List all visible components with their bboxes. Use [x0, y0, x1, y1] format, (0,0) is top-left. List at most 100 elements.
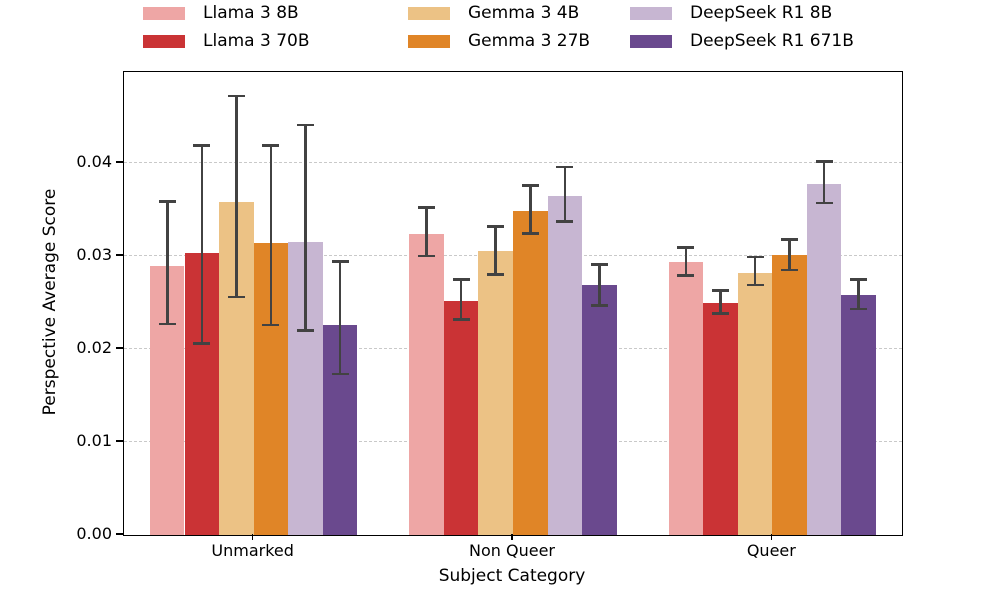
errorbar-llama-3-8b-non-queer-cap-top [418, 206, 436, 210]
y-tick-label-0.03: 0.03 [76, 245, 112, 265]
y-tick-mark-0.02 [116, 347, 123, 349]
errorbar-llama-3-70b-non-queer-cap-top [452, 278, 470, 281]
errorbar-gemma-3-27b-unmarked-cap-bottom [262, 323, 280, 327]
y-tick-label-0.02: 0.02 [76, 338, 112, 358]
x-axis-label: Subject Category [438, 566, 586, 586]
y-tick-mark-0.04 [116, 161, 123, 163]
legend-label-llama-3-70b: Llama 3 70B [203, 31, 310, 51]
x-tick-mark-queer [770, 534, 773, 540]
errorbar-llama-3-70b-non-queer-cap-bottom [452, 318, 470, 321]
legend-label-gemma-3-27b: Gemma 3 27B [468, 31, 591, 51]
errorbar-gemma-3-4b-unmarked-cap-bottom [227, 295, 245, 299]
errorbar-deepseek-r1-8b-queer-cap-bottom [815, 201, 833, 205]
x-tick-label-queer: Queer [746, 541, 796, 560]
bar-deepseek-r1-8b-queer [806, 183, 842, 535]
errorbar-llama-3-70b-queer [719, 290, 722, 314]
errorbar-deepseek-r1-8b-unmarked [304, 124, 307, 331]
errorbar-llama-3-70b-unmarked-cap-bottom [193, 342, 211, 345]
legend-item-llama-3-70b: Llama 3 70B [143, 31, 310, 51]
errorbar-deepseek-r1-8b-queer-cap-top [815, 159, 833, 163]
legend-item-llama-3-8b: Llama 3 8B [143, 3, 299, 23]
errorbar-gemma-3-4b-unmarked [235, 96, 238, 297]
errorbar-deepseek-r1-8b-queer [822, 161, 826, 204]
legend-item-gemma-3-4b: Gemma 3 4B [408, 3, 579, 23]
errorbar-llama-3-70b-queer-cap-top [711, 289, 729, 292]
x-tick-mark-non-queer [511, 534, 513, 540]
errorbar-deepseek-r1-671b-unmarked-cap-bottom [331, 372, 349, 376]
y-axis-label: Perspective Average Score [40, 188, 60, 416]
legend-item-gemma-3-27b: Gemma 3 27B [408, 31, 590, 51]
legend-swatch-gemma-3-27b [408, 34, 450, 48]
errorbar-llama-3-8b-queer-cap-bottom [677, 274, 695, 277]
errorbar-llama-3-8b-unmarked [165, 201, 169, 324]
errorbar-deepseek-r1-671b-non-queer-cap-bottom [590, 304, 608, 307]
errorbar-deepseek-r1-671b-queer-cap-top [850, 278, 868, 281]
errorbar-llama-3-8b-non-queer [425, 207, 428, 257]
errorbar-gemma-3-4b-queer-cap-bottom [746, 283, 764, 287]
bar-gemma-3-27b-non-queer [513, 211, 548, 535]
errorbar-deepseek-r1-671b-non-queer [598, 264, 601, 306]
legend-swatch-gemma-3-4b [408, 6, 450, 20]
errorbar-llama-3-8b-unmarked-cap-top [158, 199, 176, 203]
errorbar-llama-3-70b-queer-cap-bottom [711, 312, 729, 316]
errorbar-gemma-3-27b-non-queer-cap-bottom [521, 232, 539, 236]
legend-swatch-llama-3-70b [143, 34, 185, 48]
errorbar-gemma-3-27b-unmarked [269, 145, 273, 325]
errorbar-gemma-3-4b-unmarked-cap-top [227, 94, 245, 98]
errorbar-deepseek-r1-8b-non-queer [563, 166, 567, 222]
errorbar-llama-3-70b-unmarked [200, 145, 204, 344]
errorbar-deepseek-r1-671b-non-queer-cap-top [590, 263, 608, 266]
errorbar-deepseek-r1-671b-unmarked [338, 261, 342, 375]
errorbar-deepseek-r1-8b-non-queer-cap-top [556, 165, 574, 169]
legend-swatch-llama-3-8b [143, 6, 185, 20]
errorbar-llama-3-8b-queer-cap-top [677, 246, 695, 249]
y-tick-mark-0.00 [116, 533, 123, 535]
bar-deepseek-r1-671b-queer [841, 295, 877, 535]
bar-gemma-3-27b-queer [772, 255, 807, 535]
bar-llama-3-8b-queer [668, 261, 704, 535]
errorbar-llama-3-8b-queer [684, 247, 688, 276]
errorbar-gemma-3-27b-queer [788, 239, 791, 271]
bar-gemma-3-4b-queer [737, 272, 773, 535]
errorbar-gemma-3-27b-queer-cap-bottom [781, 268, 799, 272]
x-tick-label-unmarked: Unmarked [211, 541, 294, 560]
x-tick-mark-unmarked [251, 534, 254, 540]
legend-item-deepseek-r1-671b: DeepSeek R1 671B [630, 31, 854, 51]
errorbar-deepseek-r1-671b-unmarked-cap-top [331, 260, 349, 263]
gridline-0.04 [124, 162, 902, 164]
bar-llama-3-8b-non-queer [409, 233, 444, 535]
bar-llama-3-70b-non-queer [443, 300, 479, 535]
errorbar-gemma-3-4b-non-queer-cap-top [487, 225, 505, 228]
y-tick-label-0.01: 0.01 [76, 431, 112, 451]
errorbar-gemma-3-4b-non-queer [494, 226, 497, 275]
legend-label-gemma-3-4b: Gemma 3 4B [468, 3, 580, 23]
errorbar-gemma-3-27b-unmarked-cap-top [262, 144, 280, 147]
errorbar-gemma-3-27b-queer-cap-top [781, 238, 799, 241]
errorbar-llama-3-70b-unmarked-cap-top [193, 144, 211, 147]
errorbar-deepseek-r1-8b-unmarked-cap-bottom [297, 329, 315, 332]
bar-deepseek-r1-8b-non-queer [547, 195, 583, 535]
errorbar-gemma-3-27b-non-queer [528, 185, 532, 234]
errorbar-llama-3-8b-non-queer-cap-bottom [418, 254, 436, 258]
errorbar-gemma-3-4b-queer [753, 257, 757, 285]
errorbar-gemma-3-4b-non-queer-cap-bottom [487, 273, 505, 276]
legend-label-deepseek-r1-8b: DeepSeek R1 8B [690, 3, 833, 23]
legend-label-deepseek-r1-671b: DeepSeek R1 671B [690, 31, 854, 51]
bar-gemma-3-4b-non-queer [478, 251, 513, 535]
x-tick-label-non-queer: Non Queer [469, 541, 555, 560]
errorbar-gemma-3-27b-non-queer-cap-top [521, 184, 539, 187]
errorbar-deepseek-r1-8b-unmarked-cap-top [297, 123, 315, 127]
errorbar-deepseek-r1-671b-queer-cap-bottom [850, 307, 868, 311]
errorbar-deepseek-r1-8b-non-queer-cap-bottom [556, 220, 574, 223]
legend-swatch-deepseek-r1-671b [630, 34, 672, 48]
y-tick-label-0.00: 0.00 [76, 524, 112, 543]
errorbar-gemma-3-4b-queer-cap-top [746, 255, 764, 259]
bar-llama-3-70b-queer [703, 302, 738, 535]
plot-area [123, 71, 903, 536]
errorbar-llama-3-70b-non-queer [459, 279, 463, 320]
y-tick-mark-0.03 [116, 254, 123, 256]
bar-deepseek-r1-671b-non-queer [582, 284, 617, 535]
legend-label-llama-3-8b: Llama 3 8B [203, 3, 299, 23]
y-tick-mark-0.01 [116, 440, 123, 442]
